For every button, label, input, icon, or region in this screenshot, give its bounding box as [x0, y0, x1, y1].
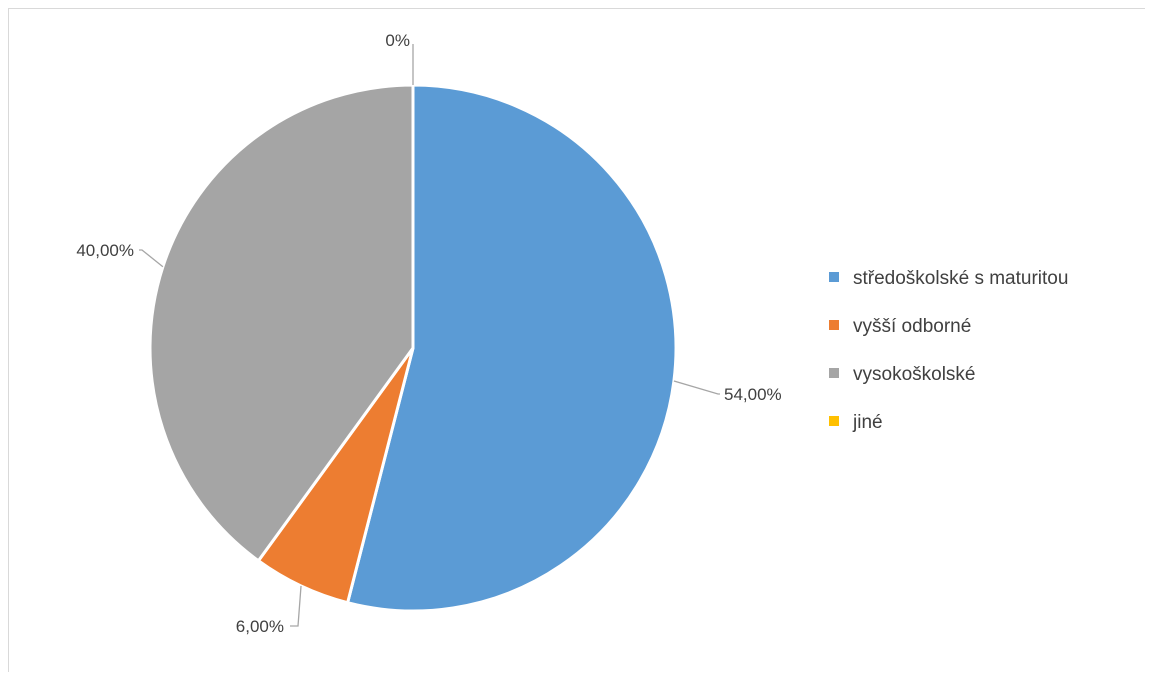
legend-label-stredoskolske-s-maturitou: středoškolské s maturitou — [853, 268, 1068, 289]
data-labels: 54,00% 6,00% 40,00% 0% — [76, 31, 781, 636]
leader-line-vysokoskolske — [139, 249, 164, 268]
data-label-jine: 0% — [385, 31, 410, 50]
leader-line-stredoskolske-s-maturitou — [673, 380, 720, 395]
data-label-vyssi-odborne: 6,00% — [236, 617, 284, 636]
legend: středoškolské s maturitou vyšší odborné vy… — [829, 268, 1068, 433]
pie-slice-stredoskolske-s-maturitou — [346, 83, 678, 613]
leader-lines — [139, 44, 720, 627]
data-label-stredoskolske-s-maturitou: 54,00% — [724, 385, 782, 404]
data-label-vysokoskolske: 40,00% — [76, 241, 134, 260]
legend-label-jine: jiné — [852, 412, 883, 433]
legend-swatch-vyssi-odborne — [829, 320, 839, 330]
legend-swatch-vysokoskolske — [829, 368, 839, 378]
pie-slice-vysokoskolske — [148, 83, 415, 563]
legend-label-vysokoskolske: vysokoškolské — [853, 364, 976, 385]
pie-slices — [148, 83, 678, 613]
legend-swatch-jine — [829, 416, 839, 426]
chart-frame — [8, 8, 1145, 672]
legend-swatch-stredoskolske-s-maturitou — [829, 272, 839, 282]
leader-line-vyssi-odborne — [290, 585, 302, 627]
legend-label-vyssi-odborne: vyšší odborné — [853, 316, 971, 337]
